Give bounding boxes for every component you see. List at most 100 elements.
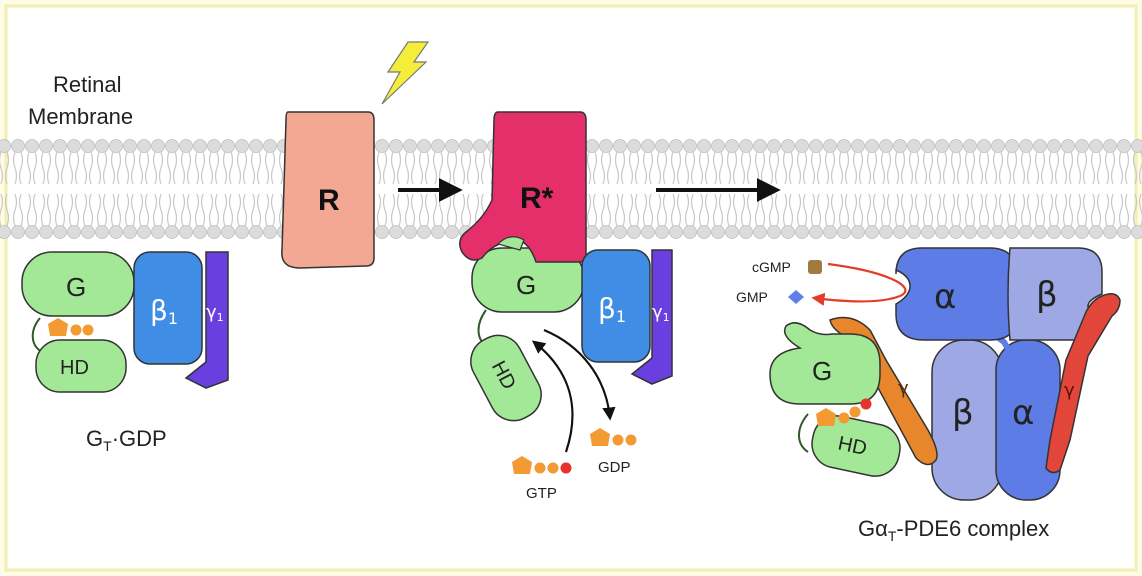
lipid-head <box>151 139 165 153</box>
lipid-tail <box>726 151 732 185</box>
lipid-head <box>235 139 249 153</box>
lipid-tail <box>704 193 710 227</box>
lipid-tail <box>1082 193 1088 227</box>
pde-gamma-orange-label: γ <box>898 378 909 399</box>
lipid-tail <box>432 193 438 227</box>
lipid-tail <box>74 193 80 227</box>
pde-alpha-lower-label: α <box>1012 393 1034 433</box>
lipid-head <box>1047 225 1061 239</box>
membrane-label-line2: Membrane <box>28 104 133 129</box>
lipid-head <box>179 225 193 239</box>
lipid-tail <box>424 151 430 185</box>
lipid-head <box>1047 139 1061 153</box>
lipid-tail <box>194 151 200 185</box>
lipid-tail <box>1006 193 1012 227</box>
beta1-subunit <box>133 251 203 365</box>
lipid-head <box>613 139 627 153</box>
lipid-tail <box>158 151 164 185</box>
lipid-tail <box>460 193 466 227</box>
lipid-head <box>585 225 599 239</box>
lipid-tail <box>270 151 276 185</box>
lipid-tail <box>256 151 262 185</box>
lipid-head <box>795 225 809 239</box>
lipid-tail <box>228 151 234 185</box>
gtp-in-arrow <box>531 340 574 453</box>
lipid-tail <box>96 151 102 185</box>
g-domain <box>769 322 881 405</box>
lipid-tail <box>1138 193 1142 227</box>
lipid-tail <box>620 151 626 185</box>
gtp-label: GTP <box>526 485 557 502</box>
g-domain-label: G <box>812 356 832 386</box>
lipid-tail <box>852 151 858 185</box>
lipid-head <box>1033 225 1047 239</box>
lipid-head <box>795 139 809 153</box>
lipid-tail <box>376 151 382 185</box>
lipid-tail <box>928 151 934 185</box>
lipid-head <box>67 139 81 153</box>
lipid-tail <box>740 151 746 185</box>
lipid-tail <box>676 193 682 227</box>
lipid-tail <box>180 193 186 227</box>
lipid-tail <box>404 151 410 185</box>
lipid-tail <box>600 151 606 185</box>
lipid-head <box>1089 225 1103 239</box>
lipid-head <box>599 139 613 153</box>
lipid-tail <box>158 193 164 227</box>
lipid-head <box>95 225 109 239</box>
lipid-tail <box>844 151 850 185</box>
gmp-icon <box>788 290 804 304</box>
lipid-head <box>193 139 207 153</box>
lipid-tail <box>382 151 388 185</box>
lipid-tail <box>1138 151 1142 185</box>
lipid-head <box>263 139 277 153</box>
lipid-tail <box>144 151 150 185</box>
lipid-head <box>865 139 879 153</box>
lipid-tail <box>124 151 130 185</box>
cgmp-icon <box>808 260 822 274</box>
lipid-head <box>389 225 403 239</box>
lipid-head <box>1131 139 1142 153</box>
lipid-tail <box>592 151 598 185</box>
lipid-tail <box>950 193 956 227</box>
lipid-tail <box>852 193 858 227</box>
lipid-head <box>39 225 53 239</box>
g-domain-label: G <box>66 272 86 302</box>
lipid-head <box>893 139 907 153</box>
lipid-tail <box>816 193 822 227</box>
lipid-tail <box>376 193 382 227</box>
lipid-tail <box>96 193 102 227</box>
cgmp-label: cGMP <box>752 259 791 275</box>
lipid-tail <box>186 193 192 227</box>
bound-gtp <box>816 398 872 426</box>
gmp-label: GMP <box>736 289 768 305</box>
hd-domain: HD <box>811 415 901 477</box>
lipid-head <box>53 225 67 239</box>
lipid-tail <box>698 193 704 227</box>
lipid-head <box>1103 139 1117 153</box>
gamma1-subunit <box>630 249 673 385</box>
lipid-tail <box>942 193 948 227</box>
lipid-head <box>179 139 193 153</box>
light-flash-icon <box>381 41 430 105</box>
lipid-tail <box>214 151 220 185</box>
lipid-tail <box>82 151 88 185</box>
lipid-tail <box>396 151 402 185</box>
lipid-head <box>641 139 655 153</box>
lipid-tail <box>914 151 920 185</box>
lipid-tail <box>222 151 228 185</box>
lipid-tail <box>1026 151 1032 185</box>
lipid-tail <box>992 151 998 185</box>
lipid-head <box>1131 225 1142 239</box>
lipid-tail <box>964 151 970 185</box>
lipid-tail <box>606 193 612 227</box>
lipid-head <box>221 139 235 153</box>
lipid-tail <box>642 193 648 227</box>
lipid-tail <box>900 193 906 227</box>
lipid-head <box>809 139 823 153</box>
lipid-tail <box>704 151 710 185</box>
lipid-tail <box>866 151 872 185</box>
lipid-head <box>1033 139 1047 153</box>
lipid-head <box>137 139 151 153</box>
lipid-tail <box>998 151 1004 185</box>
